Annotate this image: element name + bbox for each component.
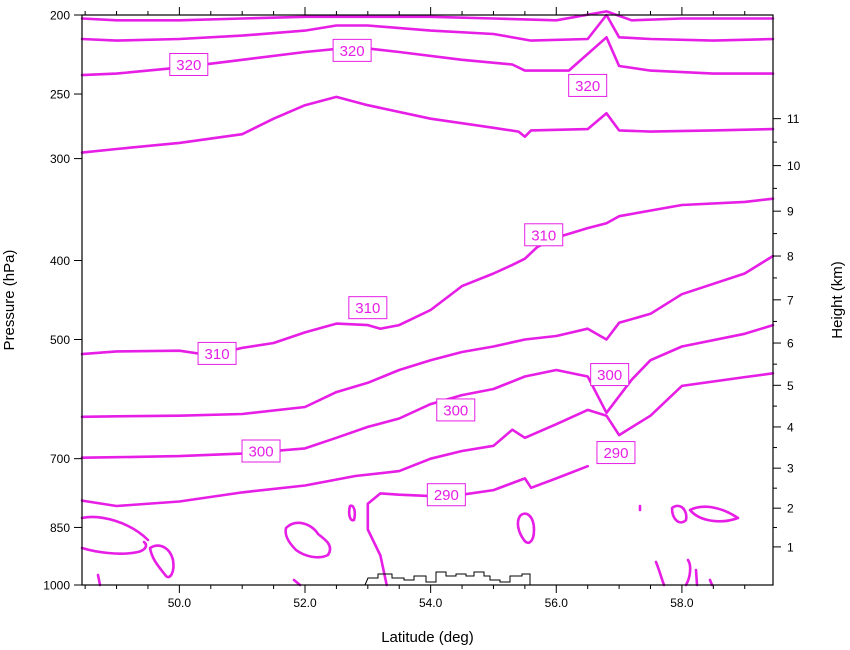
surface-contour-3 [148,544,175,579]
y2-tick-label: 1 [787,540,794,554]
contour-labels: 320 320 320 310 310 310 300 300 300 290 290 [169,38,636,507]
contour-line-6 [80,254,775,419]
contour-label-8: 300 [443,402,468,419]
surface-contour-4 [284,521,332,559]
surface-contour-11 [684,558,692,587]
contour-line-5 [80,197,775,357]
contour-label-4: 310 [531,227,556,244]
terrain-outline [364,571,531,586]
y2-tick-label: 3 [787,462,794,476]
y-tick-label: 200 [50,9,70,23]
y-tick-label: 700 [50,452,70,466]
contour-label-1: 320 [176,57,201,74]
surface-contour-5 [347,504,357,522]
y-tick-label: 250 [50,88,70,102]
y2-tick-label: 6 [787,337,794,351]
contour-line-3 [80,36,775,77]
y2-tick-label: 11 [787,112,800,126]
contour-label-box-8 [436,398,476,422]
contour-label-7: 300 [597,367,622,384]
y-tick-label: 400 [50,254,70,268]
near-surface-contours [80,504,740,587]
contour-label-box-3 [568,73,608,97]
surface-contour-8 [688,505,740,523]
y2-tick-label: 4 [787,420,794,434]
contour-label-9: 300 [249,444,274,461]
contour-label-box-6 [197,341,237,365]
terrain-steps [364,571,531,586]
contour-label-2: 320 [340,43,365,60]
contour-label-box-9 [241,439,281,463]
x-axis: 50.0 52.0 54.0 56.0 58.0 [84,7,746,610]
y2-tick-label: 9 [787,205,794,219]
x-tick-label: 58.0 [670,596,694,610]
surface-contour-6 [516,512,536,544]
surface-contour-1 [80,515,150,542]
x-tick-label: 52.0 [293,596,317,610]
contour-label-box-5 [348,296,388,320]
x-axis-title: Latitude (deg) [381,629,474,646]
contour-label-10: 290 [603,445,628,462]
y-axis-title: Pressure (hPa) [1,250,18,351]
y2-tick-label: 2 [787,502,794,516]
y2-axis-title: Height (km) [829,261,846,339]
contour-line-8 [80,372,775,508]
y-axis-right: 1 2 3 4 5 6 7 8 9 10 11 [773,112,801,554]
contour-label-box-10 [596,441,636,465]
contour-label-11: 290 [434,487,459,504]
surface-contour-12 [694,568,699,587]
surface-contour-14 [292,578,302,587]
contour-label-6: 310 [205,346,230,363]
contour-label-3: 320 [575,78,600,95]
y2-tick-label: 7 [787,293,794,307]
contour-line-1 [80,10,775,22]
contour-label-box-4 [524,223,564,247]
y2-tick-label: 5 [787,379,794,393]
contour-line-7 [80,323,775,459]
contour-label-box-7 [590,363,630,387]
contour-label-5: 310 [355,300,380,317]
surface-contour-2 [80,540,148,555]
y-tick-label: 850 [50,521,70,535]
x-tick-label: 54.0 [419,596,443,610]
y-tick-label: 500 [50,333,70,347]
contour-line-4 [80,95,775,154]
surface-contour-13 [96,573,102,587]
y-tick-label: 300 [50,152,70,166]
x-tick-label: 56.0 [545,596,569,610]
surface-contour-15 [708,578,714,587]
contour-label-box-2 [332,38,372,62]
surface-contour-10 [654,560,666,587]
contour-line-2 [80,13,775,42]
x-tick-label: 50.0 [168,596,192,610]
y2-tick-label: 10 [787,159,801,173]
y-tick-label: 1000 [43,579,70,593]
contour-line-9 [366,464,589,587]
surface-contour-7 [670,504,688,524]
contour-label-box-1 [169,52,209,76]
y2-tick-label: 8 [787,250,794,264]
y-axis-left: 200 250 300 400 500 700 850 1000 [43,9,82,593]
contour-label-box-11 [426,483,466,507]
